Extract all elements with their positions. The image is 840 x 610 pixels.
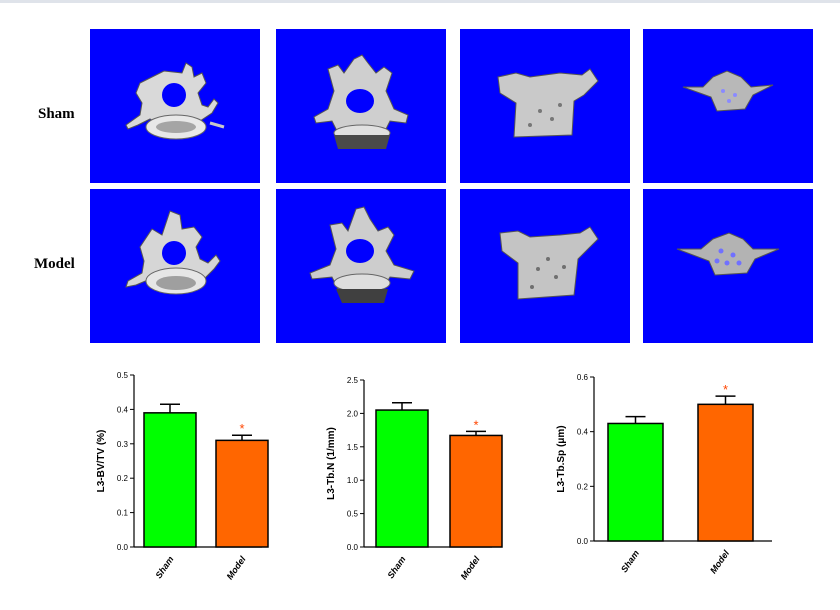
chart-tb-n: 0.0 0.5 1.0 1.5 2.0 2.5 L3-Tb.N (1/mm) Sham * Mod… [320, 360, 530, 600]
chart-tb-sp: 0.0 0.2 0.4 0.6 L3-Tb.Sp (μm) Sham * Model [550, 360, 780, 600]
y-tick-label: 0.1 [117, 509, 129, 518]
bar-model [449, 434, 503, 548]
y-axis-label: L3-Tb.N (1/mm) [326, 427, 337, 500]
model-trabecular-section-image [643, 189, 813, 343]
y-tick-label: 0.0 [117, 543, 129, 552]
x-tick-label: Sham [153, 554, 175, 580]
x-tick-label: Model [708, 548, 731, 575]
row-label-model: Model [34, 256, 75, 272]
significance-marker: * [239, 421, 244, 436]
top-border [0, 0, 840, 3]
y-tick-label: 0.3 [117, 440, 129, 449]
x-tick-label: Model [459, 554, 482, 581]
significance-marker: * [723, 382, 728, 397]
model-axial-vertebra-image [90, 189, 260, 343]
bar-sham [375, 409, 429, 548]
y-tick-label: 1.5 [347, 443, 359, 452]
x-tick-label: Sham [619, 548, 641, 574]
row-label-sham: Sham [38, 106, 75, 122]
y-tick-label: 2.0 [347, 409, 359, 418]
y-tick-label: 0.5 [117, 371, 129, 380]
y-tick-label: 0.5 [347, 510, 359, 519]
model-lateral-body-image [460, 189, 630, 343]
chart-bv-tv: 0.0 0.1 0.2 0.3 0.4 0.5 L3-BV/TV (%) Sham * Model [90, 360, 300, 600]
y-tick-label: 0.4 [577, 428, 589, 437]
x-tick-label: Sham [385, 554, 407, 580]
y-tick-label: 0.0 [347, 543, 359, 552]
y-axis-label: L3-BV/TV (%) [96, 430, 107, 493]
sham-axial-vertebra-image [90, 29, 260, 183]
y-tick-label: 2.5 [347, 376, 359, 385]
y-tick-label: 0.6 [577, 373, 589, 382]
bar-model [215, 439, 269, 548]
sham-trabecular-section-image [643, 29, 813, 183]
y-tick-label: 0.2 [117, 474, 129, 483]
y-tick-label: 0.4 [117, 405, 129, 414]
bar-sham [143, 412, 197, 548]
y-tick-label: 0.0 [577, 537, 589, 546]
significance-marker: * [473, 417, 478, 432]
bar-model [697, 403, 754, 542]
sham-lateral-body-image [460, 29, 630, 183]
x-tick-label: Model [225, 554, 248, 581]
bar-sham [607, 422, 664, 542]
y-tick-label: 1.0 [347, 476, 359, 485]
sham-oblique-vertebra-image [276, 29, 446, 183]
y-axis-label: L3-Tb.Sp (μm) [556, 425, 567, 492]
model-oblique-vertebra-image [276, 189, 446, 343]
y-tick-label: 0.2 [577, 482, 589, 491]
